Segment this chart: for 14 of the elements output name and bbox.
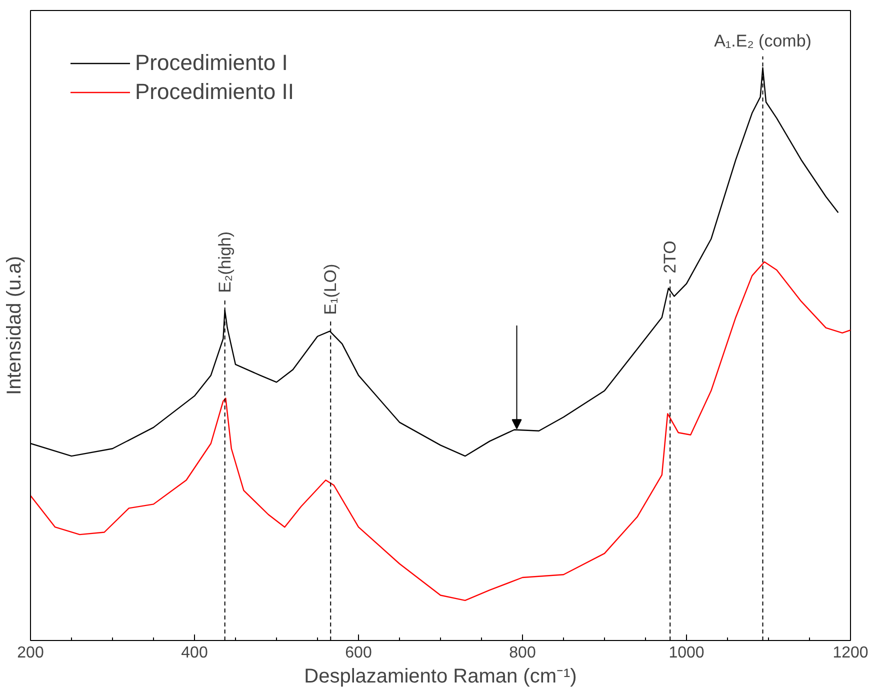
ref-line-label: E₂(high) [215, 231, 234, 293]
x-tick-label: 400 [181, 644, 208, 662]
ref-line-label: E₁(LO) [321, 264, 340, 315]
x-tick-label: 1000 [668, 644, 704, 662]
y-axis-title: Intensidad (u.a) [4, 256, 26, 395]
x-tick-label: 1200 [832, 644, 868, 662]
ref-line-label: 2TO [660, 240, 680, 274]
x-tick-label: 800 [509, 644, 536, 662]
x-tick-label: 200 [17, 644, 44, 662]
legend-label: Procedimiento I [135, 50, 288, 76]
legend-label: Procedimiento II [135, 79, 294, 105]
x-tick-label: 600 [345, 644, 372, 662]
x-axis-title: Desplazamiento Raman (cm⁻¹) [304, 666, 577, 688]
ref-line-label: A₁.E₂ (comb) [714, 32, 812, 51]
